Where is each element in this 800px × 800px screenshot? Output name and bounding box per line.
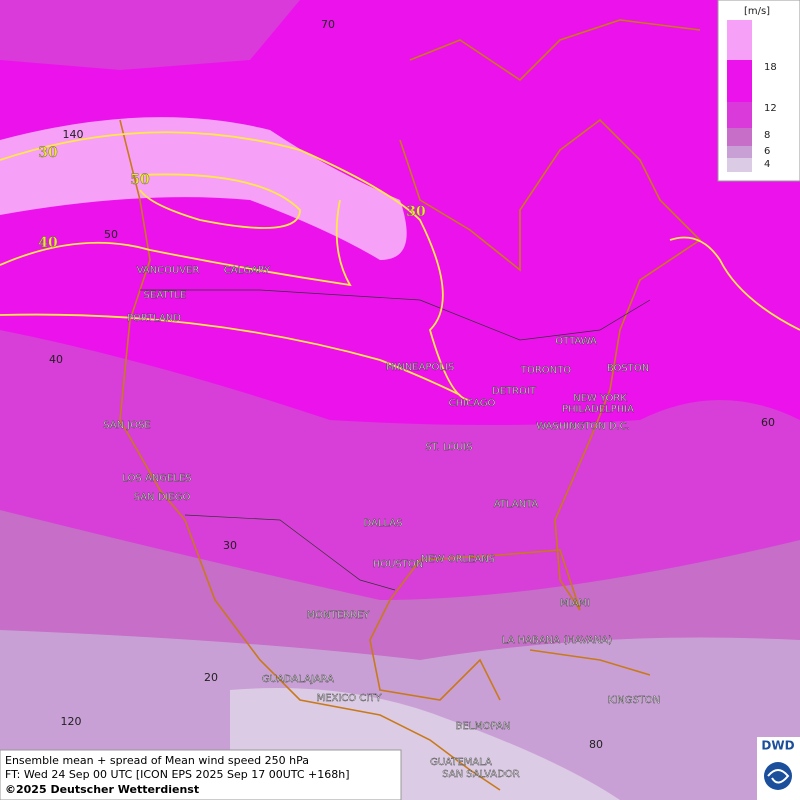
city-label: ATLANTA [494, 499, 539, 510]
legend-label: 4 [764, 159, 770, 170]
contour-label: 30 [38, 145, 58, 161]
grid-label: 30 [223, 539, 237, 552]
city-label: HOUSTON [373, 559, 424, 570]
city-label: LA HABANA (HAVANA) [502, 635, 612, 646]
city-label: NEW YORK [573, 393, 627, 404]
legend-unit: [m/s] [744, 6, 770, 17]
contour [0, 131, 800, 401]
info-text: ©2025 Deutscher Wetterdienst [5, 783, 199, 796]
logo-icon [764, 762, 792, 790]
city-label: BOSTON [607, 363, 649, 374]
logo: DWD [761, 739, 794, 753]
city-label: GUATEMALA [430, 757, 492, 768]
border [140, 289, 651, 591]
city-label: GUADALAJARA [262, 674, 334, 685]
grid-label: 60 [761, 416, 775, 429]
info-text: FT: Wed 24 Sep 00 UTC [ICON EPS 2025 Sep… [5, 768, 350, 781]
field [0, 0, 300, 70]
city-label: TORONTO [520, 365, 571, 376]
city-label: ST. LOUIS [425, 442, 472, 453]
legend-swatch [727, 158, 752, 172]
city-label: MINNEAPOLIS [386, 362, 454, 373]
legend-label: 18 [764, 62, 777, 73]
coastline [119, 19, 702, 791]
legend-label: 8 [764, 130, 770, 141]
legend-swatch [727, 102, 752, 128]
legend-swatch [727, 146, 752, 158]
legend-swatch [727, 20, 752, 60]
legend: [m/s] 18 12 8 6 4 [717, 0, 800, 182]
grid-label: 120 [61, 715, 82, 728]
city-label: NEW ORLEANS [421, 554, 495, 565]
legend-label: 6 [764, 146, 770, 157]
city-label: PHILADELPHIA [562, 404, 634, 415]
grid-label: 40 [49, 353, 63, 366]
city-label: BELMOPAN [456, 721, 511, 732]
city-label: LOS ANGELES [122, 473, 191, 484]
city-label: CHICAGO [449, 398, 496, 409]
city-label: VANCOUVER [137, 265, 200, 276]
city-label: CALGARY [224, 265, 271, 276]
grid-label: 140 [63, 128, 84, 141]
grid-label: 50 [104, 228, 118, 241]
legend-swatch [727, 128, 752, 146]
contour-label: 30 [406, 204, 426, 220]
city-label: PORTLAND [127, 313, 181, 324]
legend-swatch [727, 60, 752, 102]
city-label: WASHINGTON D.C. [536, 421, 630, 432]
city-label: OTTAWA [555, 336, 597, 347]
legend-label: 12 [764, 103, 777, 114]
city-label: DETROIT [492, 386, 537, 397]
logo-icon [767, 769, 790, 784]
city-label: MEXICO CITY [317, 693, 383, 704]
city-label: MIAMI [560, 598, 590, 609]
grid-label: 80 [589, 738, 603, 751]
city-label: SEATTLE [144, 290, 187, 301]
city-label: SAN SALVADOR [442, 769, 519, 780]
city-label: SAN JOSE [103, 420, 151, 431]
contour-label: 50 [130, 172, 150, 188]
city-label: DALLAS [364, 518, 403, 529]
city-label: MONTERREY [307, 610, 371, 621]
info-text: Ensemble mean + spread of Mean wind spee… [5, 754, 309, 767]
grid-label: 20 [204, 671, 218, 684]
info-box [0, 749, 402, 800]
city-label: SAN DIEGO [134, 492, 191, 503]
city-label: KINGSTON [608, 695, 661, 706]
grid-label: 70 [321, 18, 335, 31]
contour-label: 40 [38, 235, 58, 251]
